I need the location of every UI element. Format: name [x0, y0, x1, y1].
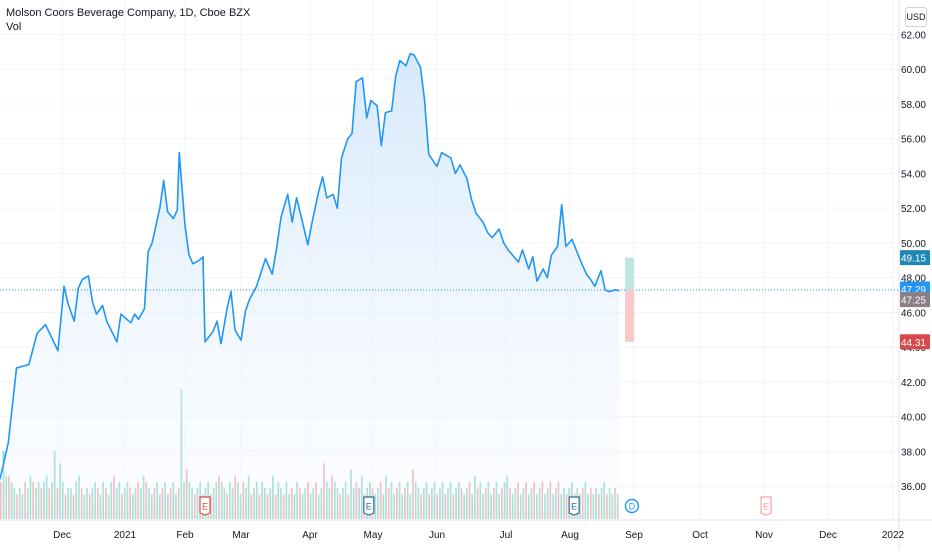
- y-tick-label: 42.00: [901, 378, 926, 389]
- y-tick-label: 56.00: [901, 135, 926, 146]
- price-area-fill: [0, 53, 620, 519]
- price-tag-bid[interactable]: 49.15: [900, 250, 930, 266]
- x-tick-label: Jul: [500, 530, 513, 541]
- earnings-marker[interactable]: E: [568, 496, 580, 516]
- x-tick-label: Feb: [176, 530, 194, 541]
- earnings-marker[interactable]: E: [199, 496, 211, 516]
- event-label: E: [763, 502, 769, 512]
- y-tick-label: 46.00: [901, 308, 926, 319]
- earnings-marker[interactable]: E: [363, 496, 375, 516]
- time-axis[interactable]: Dec 2021 Feb Mar Apr May Jun Jul Aug Sep Oct Nov Dec…: [0, 519, 932, 541]
- x-tick-label: Sep: [625, 530, 643, 541]
- y-tick-label: 50.00: [901, 239, 926, 250]
- event-label: E: [202, 502, 208, 512]
- event-label: E: [571, 502, 577, 512]
- y-tick-label: 52.00: [901, 204, 926, 215]
- symbol-title[interactable]: Molson Coors Beverage Company, 1D, Cboe …: [6, 7, 251, 19]
- x-tick-label: Jun: [429, 530, 445, 541]
- volume-indicator-label[interactable]: Vol: [6, 21, 22, 33]
- price-tag-low[interactable]: 44.31: [900, 334, 930, 350]
- x-tick-label: 2021: [114, 530, 137, 541]
- x-tick-label: Nov: [755, 530, 773, 541]
- price-axis[interactable]: 36.0038.0040.0042.0044.0046.0048.0050.00…: [898, 0, 930, 550]
- price-tag-label: 49.15: [901, 254, 926, 265]
- low-range-box: [625, 289, 634, 342]
- price-tag-ask[interactable]: 47.25: [900, 292, 930, 308]
- price-tag-label: 47.29: [901, 285, 926, 296]
- x-tick-label: Dec: [819, 530, 837, 541]
- y-tick-label: 38.00: [901, 447, 926, 458]
- y-tick-label: 54.00: [901, 169, 926, 180]
- x-tick-label: Oct: [692, 530, 708, 541]
- y-tick-label: 60.00: [901, 65, 926, 76]
- price-area: [0, 52, 620, 519]
- x-tick-label: Apr: [302, 530, 318, 541]
- price-overlays: [0, 257, 900, 342]
- x-tick-label: Dec: [53, 530, 71, 541]
- event-label: D: [629, 502, 636, 512]
- x-tick-label: Mar: [232, 530, 250, 541]
- x-tick-label: May: [364, 530, 383, 541]
- price-tag-label: 47.25: [901, 296, 926, 307]
- y-tick-label: 62.00: [901, 30, 926, 41]
- x-tick-label: 2022: [882, 530, 905, 541]
- dividend-marker[interactable]: D: [624, 498, 640, 514]
- y-tick-label: 58.00: [901, 100, 926, 111]
- price-line: [0, 52, 620, 480]
- y-tick-label: 40.00: [901, 413, 926, 424]
- earnings-marker[interactable]: E: [760, 496, 772, 516]
- y-tick-label: 36.00: [901, 482, 926, 493]
- bid-range-box: [625, 257, 634, 290]
- price-tag-label: 44.31: [901, 338, 926, 349]
- y-tick-label: 48.00: [901, 274, 926, 285]
- chart-legend: Molson Coors Beverage Company, 1D, Cboe …: [6, 6, 250, 34]
- event-label: E: [366, 502, 372, 512]
- x-tick-label: Aug: [561, 530, 579, 541]
- currency-button[interactable]: USD: [905, 7, 927, 27]
